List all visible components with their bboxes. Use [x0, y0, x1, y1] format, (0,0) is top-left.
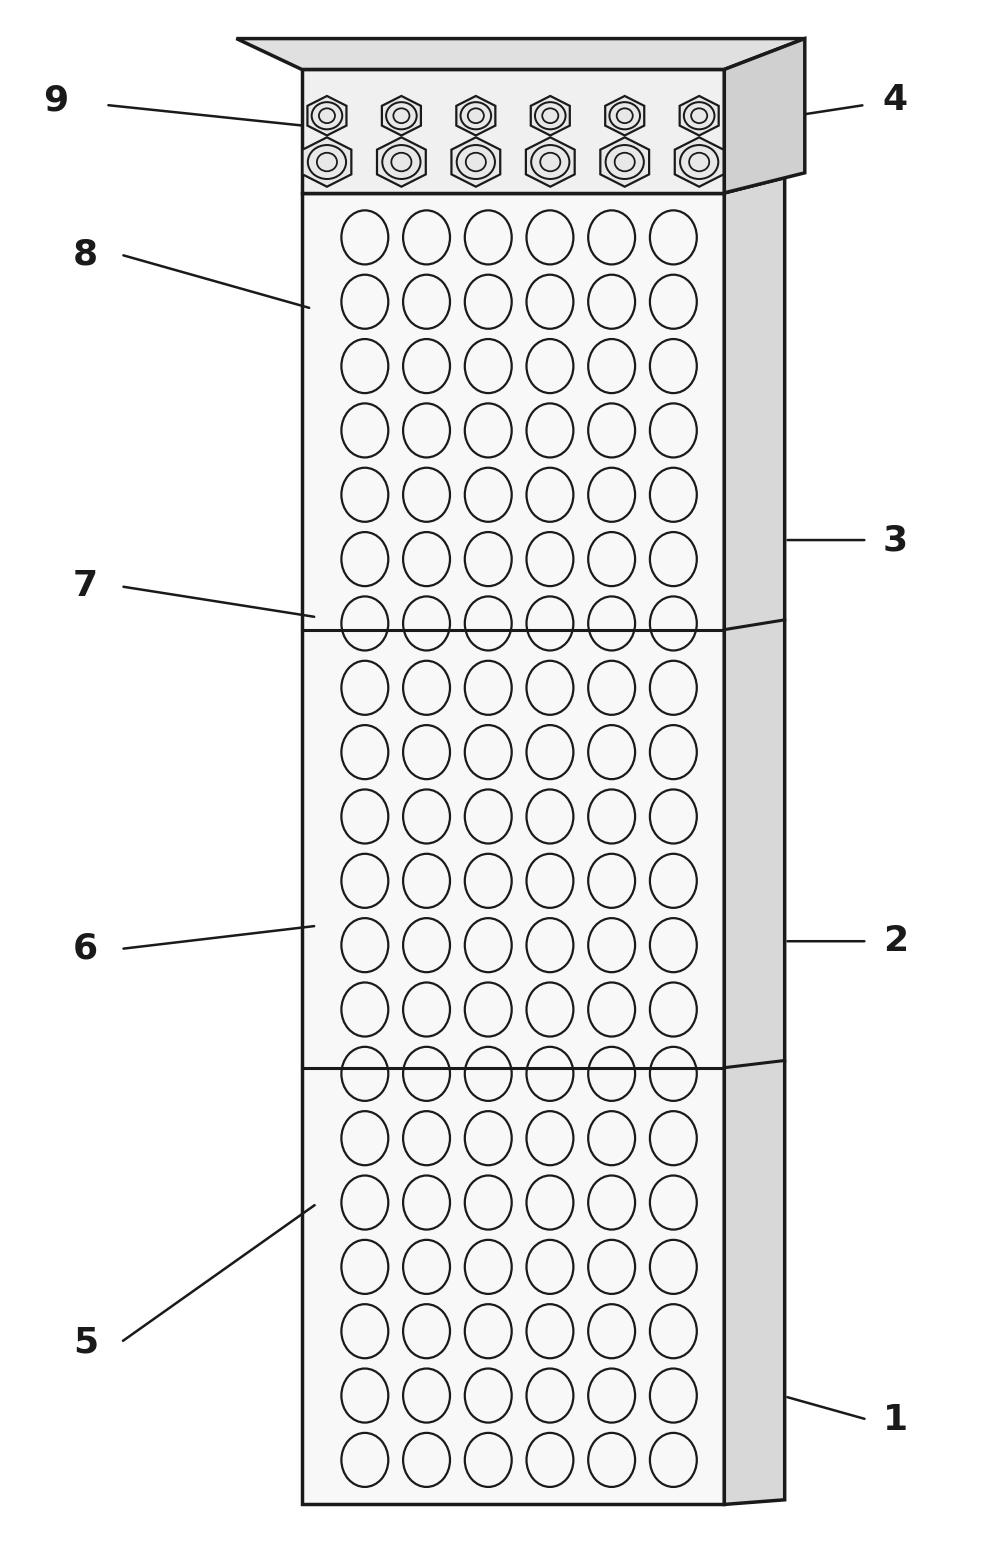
Text: 1: 1: [883, 1403, 907, 1437]
Polygon shape: [675, 137, 723, 187]
Polygon shape: [526, 137, 574, 187]
Text: 5: 5: [73, 1325, 98, 1359]
Polygon shape: [457, 96, 495, 136]
Polygon shape: [302, 193, 724, 1504]
Text: 2: 2: [883, 924, 907, 958]
Text: 4: 4: [883, 83, 907, 117]
Text: 3: 3: [883, 523, 907, 557]
Polygon shape: [531, 96, 569, 136]
Text: 8: 8: [73, 238, 98, 272]
Polygon shape: [724, 177, 785, 1504]
Polygon shape: [601, 137, 649, 187]
Polygon shape: [606, 96, 644, 136]
Polygon shape: [236, 39, 805, 69]
Polygon shape: [382, 96, 421, 136]
Polygon shape: [452, 137, 500, 187]
Polygon shape: [303, 137, 351, 187]
Polygon shape: [302, 69, 724, 193]
Polygon shape: [377, 137, 426, 187]
Polygon shape: [308, 96, 346, 136]
Polygon shape: [680, 96, 718, 136]
Text: 7: 7: [73, 569, 98, 603]
Text: 6: 6: [73, 932, 98, 966]
Polygon shape: [724, 39, 805, 193]
Polygon shape: [302, 177, 785, 193]
Text: 9: 9: [42, 83, 68, 117]
